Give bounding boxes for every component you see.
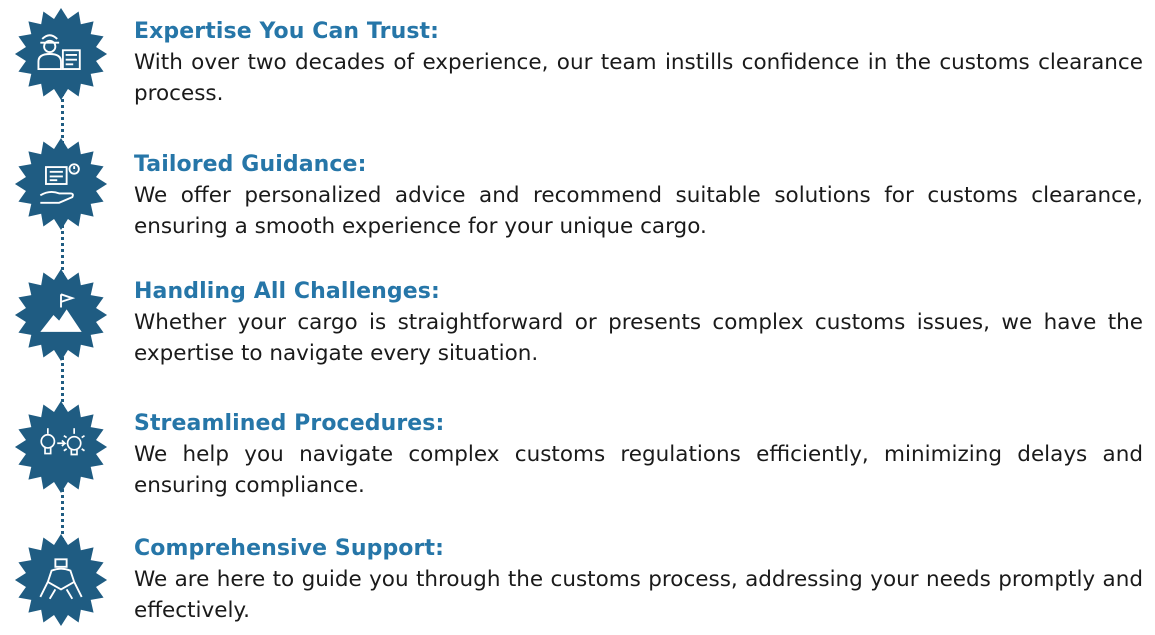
feature-title: Expertise You Can Trust:: [134, 19, 440, 44]
guidance-hand-icon: [14, 137, 108, 231]
feature-title: Comprehensive Support:: [134, 536, 444, 561]
feature-description: We help you navigate complex customs reg…: [134, 442, 1143, 498]
idea-process-icon: [14, 400, 108, 494]
feature-description: We offer personalized advice and recomme…: [134, 183, 1143, 239]
mountain-flag-icon: [14, 268, 108, 362]
feature-title: Tailored Guidance:: [134, 152, 367, 177]
teamwork-hands-icon: [14, 533, 108, 627]
feature-title: Handling All Challenges:: [134, 279, 440, 304]
customs-officer-icon: [14, 7, 108, 101]
feature-description: With over two decades of experience, our…: [134, 50, 1143, 106]
feature-description: We are here to guide you through the cus…: [134, 567, 1143, 623]
feature-title: Streamlined Procedures:: [134, 411, 445, 436]
feature-description: Whether your cargo is straightforward or…: [134, 310, 1143, 366]
